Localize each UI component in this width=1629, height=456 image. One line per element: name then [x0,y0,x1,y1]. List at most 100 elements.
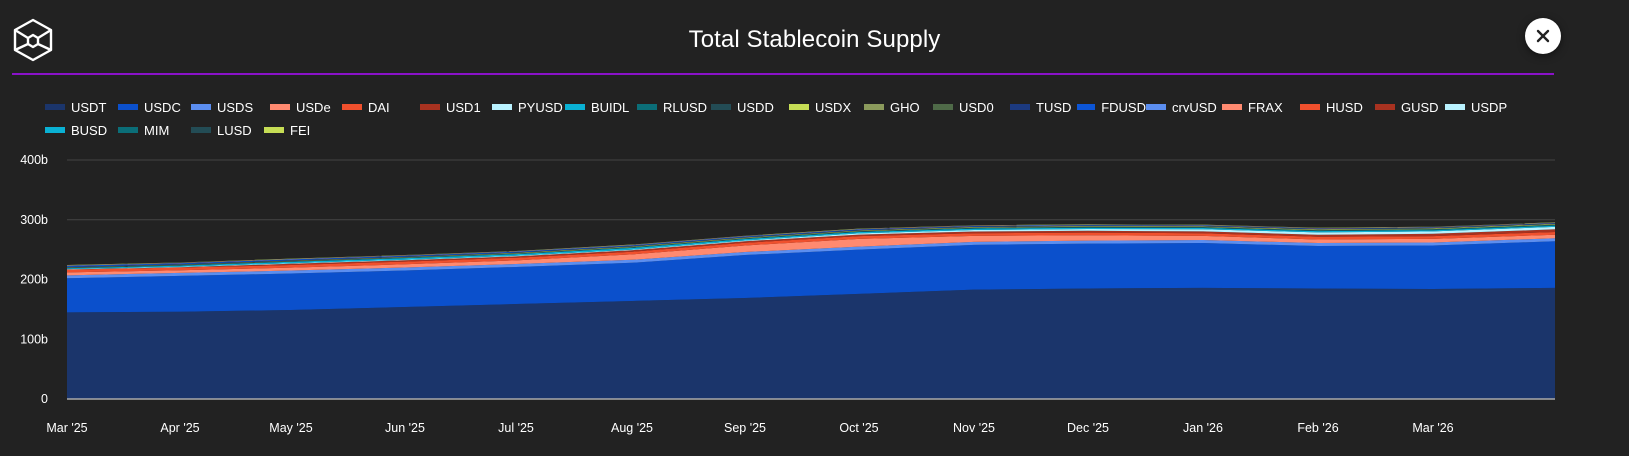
legend-swatch [711,104,731,110]
x-tick-label: Mar '26 [1412,421,1453,435]
legend-item-gusd[interactable]: GUSD [1375,99,1445,115]
x-tick-label: May '25 [269,421,312,435]
legend-item-gho[interactable]: GHO [864,99,933,115]
y-tick-label: 400b [20,153,48,167]
legend-swatch [191,127,211,133]
legend-swatch [118,104,138,110]
legend-item-usde[interactable]: USDe [270,99,342,115]
legend-item-fdusd[interactable]: FDUSD [1077,99,1146,115]
legend-swatch [1010,104,1030,110]
x-tick-label: Oct '25 [839,421,878,435]
y-tick-label: 200b [20,273,48,287]
legend-item-buidl[interactable]: BUIDL [565,99,637,115]
legend-item-fei[interactable]: FEI [264,122,337,138]
legend-item-mim[interactable]: MIM [118,122,191,138]
area-series-usdt[interactable] [67,287,1555,399]
x-tick-label: Jun '25 [385,421,425,435]
legend-label: USDC [144,99,181,115]
legend-label: TUSD [1036,99,1072,115]
area-series-usds[interactable] [67,238,1555,279]
legend-item-husd[interactable]: HUSD [1300,99,1375,115]
legend-swatch [45,127,65,133]
x-tick-label: Dec '25 [1067,421,1109,435]
legend-label: USDS [217,99,254,115]
legend-swatch [492,104,512,110]
page-title: Total Stablecoin Supply [688,26,941,53]
legend-item-pyusd[interactable]: PYUSD [492,99,565,115]
legend-item-frax[interactable]: FRAX [1222,99,1300,115]
chart-legend: USDT USDC USDS USDe DAI USD1 PYUSD BUIDL RLUSD US… [45,99,1585,138]
x-tick-label: Sep '25 [724,421,766,435]
legend-label: FRAX [1248,99,1283,115]
legend-item-tusd[interactable]: TUSD [1010,99,1077,115]
y-tick-label: 100b [20,332,48,346]
cube-logo-icon [13,18,53,62]
legend-item-dai[interactable]: DAI [342,99,420,115]
legend-label: USDD [737,99,774,115]
x-tick-label: Apr '25 [160,421,199,435]
legend-label: USDe [296,99,331,115]
legend-label: USD0 [959,99,994,115]
close-button[interactable] [1525,18,1561,54]
legend-label: USDX [815,99,852,115]
x-tick-label: Nov '25 [953,421,995,435]
close-icon [1536,29,1550,43]
legend-label: FEI [290,122,311,138]
legend-label: MIM [144,122,170,138]
legend-item-busd[interactable]: BUSD [45,122,118,138]
header-divider [12,73,1554,75]
legend-swatch [342,104,362,110]
legend-label: DAI [368,99,390,115]
legend-item-crvusd[interactable]: crvUSD [1146,99,1222,115]
area-series-usde[interactable] [67,234,1555,276]
y-tick-label: 300b [20,213,48,227]
legend-swatch [45,104,65,110]
legend-label: USDT [71,99,107,115]
legend-item-rlusd[interactable]: RLUSD [637,99,711,115]
legend-label: FDUSD [1101,99,1146,115]
legend-label: crvUSD [1172,99,1217,115]
legend-swatch [637,104,657,110]
x-tick-label: Aug '25 [611,421,653,435]
legend-swatch [864,104,884,110]
legend-label: RLUSD [663,99,708,115]
legend-swatch [1146,104,1166,110]
legend-swatch [264,127,284,133]
legend-item-usdc[interactable]: USDC [118,99,191,115]
area-series-buidl[interactable] [67,225,1555,270]
legend-swatch [1077,104,1096,110]
area-series-usdd[interactable] [67,224,1555,269]
legend-item-usds[interactable]: USDS [191,99,270,115]
area-series-usdc[interactable] [67,241,1555,313]
legend-item-usdx[interactable]: USDX [789,99,864,115]
legend-swatch [1375,104,1395,110]
legend-item-usd1[interactable]: USD1 [420,99,492,115]
legend-swatch [118,127,138,133]
x-tick-label: Jan '26 [1183,421,1223,435]
legend-swatch [1445,104,1465,110]
legend-label: BUIDL [591,99,630,115]
legend-item-usdd[interactable]: USDD [711,99,789,115]
legend-item-lusd[interactable]: LUSD [191,122,264,138]
legend-item-usd0[interactable]: USD0 [933,99,1010,115]
legend-item-usdp[interactable]: USDP [1445,99,1518,115]
legend-label: GUSD [1401,99,1439,115]
area-series-dai[interactable] [67,232,1555,273]
legend-label: USD1 [446,99,481,115]
area-series-fdusd[interactable] [67,223,1555,267]
legend-label: LUSD [217,122,252,138]
legend-swatch [1300,104,1320,110]
legend-label: GHO [890,99,920,115]
legend-swatch [565,104,585,110]
area-series-pyusd[interactable] [67,226,1555,270]
x-tick-label: Feb '26 [1297,421,1338,435]
y-tick-label: 0 [41,392,48,406]
legend-item-usdt[interactable]: USDT [45,99,118,115]
x-tick-label: Jul '25 [498,421,534,435]
legend-swatch [270,104,290,110]
legend-swatch [789,104,809,110]
legend-swatch [420,104,440,110]
legend-swatch [933,104,953,110]
area-series-usd1[interactable] [67,229,1555,270]
